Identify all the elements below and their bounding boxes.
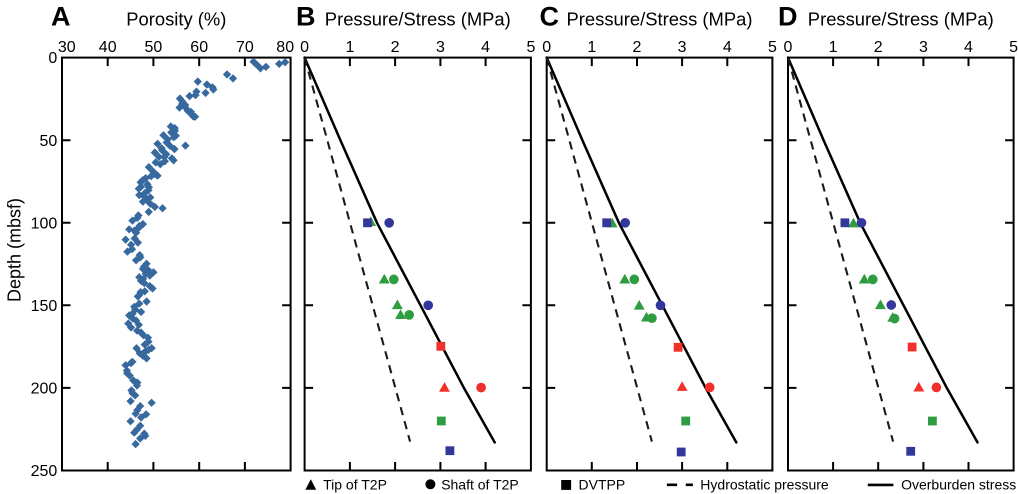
svg-text:Pressure/Stress (MPa): Pressure/Stress (MPa) [567,9,753,30]
svg-text:1: 1 [829,39,838,56]
svg-text:70: 70 [236,39,254,56]
svg-text:Pressure/Stress (MPa): Pressure/Stress (MPa) [808,9,994,30]
svg-text:0: 0 [300,39,309,56]
svg-text:2: 2 [874,39,883,56]
svg-text:Hydrostatic pressure: Hydrostatic pressure [700,476,829,492]
svg-text:2: 2 [391,39,400,56]
svg-text:200: 200 [31,381,58,398]
svg-text:Depth (mbsf): Depth (mbsf) [5,198,25,302]
svg-text:1: 1 [587,39,596,56]
svg-text:5: 5 [526,39,535,56]
svg-text:B: B [296,2,316,32]
svg-text:30: 30 [58,39,76,56]
svg-text:Tip of T2P: Tip of T2P [323,476,387,492]
svg-text:3: 3 [436,39,445,56]
svg-text:C: C [540,2,560,32]
svg-text:3: 3 [678,39,687,56]
svg-text:D: D [778,2,798,32]
svg-text:1: 1 [345,39,354,56]
svg-text:Overburden stress: Overburden stress [901,476,1016,492]
svg-text:4: 4 [481,39,490,56]
svg-text:Pressure/Stress (MPa): Pressure/Stress (MPa) [325,9,511,30]
svg-text:5: 5 [768,39,777,56]
svg-text:3: 3 [919,39,928,56]
svg-text:150: 150 [31,298,58,315]
svg-text:4: 4 [723,39,732,56]
svg-text:5: 5 [1009,39,1018,56]
svg-text:0: 0 [48,50,57,67]
svg-text:Shaft of T2P: Shaft of T2P [441,476,519,492]
svg-text:A: A [51,2,71,32]
svg-text:0: 0 [542,39,551,56]
svg-text:DVTPP: DVTPP [579,476,626,492]
svg-text:50: 50 [145,39,163,56]
svg-text:60: 60 [190,39,208,56]
svg-text:100: 100 [31,215,58,232]
svg-text:2: 2 [633,39,642,56]
svg-text:250: 250 [31,463,58,480]
svg-text:50: 50 [40,133,58,150]
svg-text:4: 4 [964,39,973,56]
svg-text:Porosity (%): Porosity (%) [126,9,226,30]
svg-text:40: 40 [99,39,117,56]
svg-text:80: 80 [276,39,294,56]
svg-text:0: 0 [784,39,793,56]
